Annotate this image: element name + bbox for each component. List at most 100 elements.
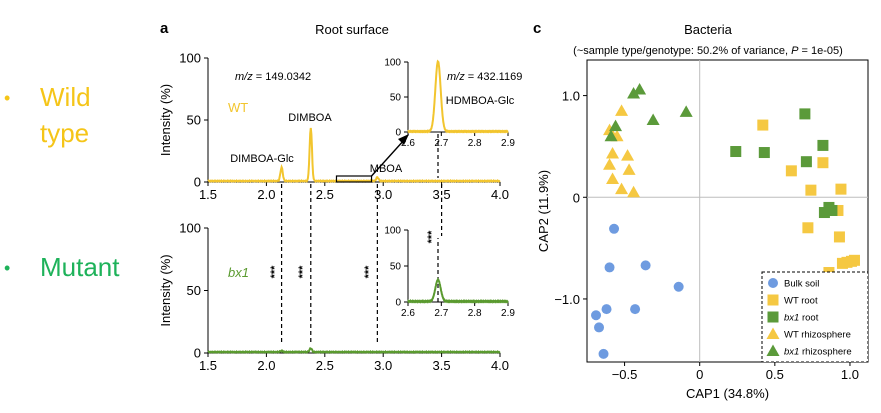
x-tick-label: −0.5 [612,367,638,382]
bacteria-subtitle-text: (~sample type/genotype: 50.2% of varianc… [573,45,791,57]
x-tick-label: 2.6 [401,308,415,319]
scatter-point-bx1-root [730,146,742,158]
x-tick-label: 2.9 [501,138,515,149]
zoom-arrow-head [398,134,409,145]
significance-mark-mboa: *** [363,265,375,279]
zoom-arrow-line [371,138,406,177]
peak-label-mboa: MBOA [370,163,403,175]
legend-marker [767,294,779,306]
mutant-label: Mutant [40,252,120,282]
zoom-region-box [335,175,373,183]
x-tick-label: 0.5 [766,367,784,382]
x-tick-label: 4.0 [491,358,509,373]
scatter-point-bx1-root [800,156,812,168]
scatter-point-wt-root [805,184,817,196]
scatter-point-bx1-root [826,204,838,216]
y-axis-label: CAP2 (11.9%) [536,170,551,252]
peak-label-hdmboa-glc: HDMBOA-Glc [446,95,515,107]
wt-mz-value: = 149.0342 [253,71,311,83]
y-tick-label: 0 [573,190,580,205]
peak-label-dimboa-glc: DIMBOA-Glc [230,153,294,165]
mutant-bullet: • [4,258,11,278]
bacteria-subtitle-p: P [791,45,799,57]
wt-inset-mz-label: m/z = 432.1169 [447,71,522,83]
bacteria-title: Bacteria [684,22,732,37]
x-tick-label: 2.7 [434,138,448,149]
scatter-point-wt-rhizosphere [603,158,617,170]
scatter-point-wt-root [785,165,797,177]
scatter-point-wt-rhizosphere [606,147,620,159]
legend-marker [766,344,780,356]
scatter-point-bulk-soil [604,262,615,273]
panel-label-a: a [160,20,169,37]
bacteria-subtitle-rest: = 1e-05) [799,45,843,57]
scatter-point-bx1-rhizosphere [646,113,660,125]
bacteria-subtitle: (~sample type/genotype: 50.2% of varianc… [573,45,843,57]
y-tick-label: 100 [384,226,401,237]
x-tick-label: 2.7 [434,308,448,319]
scatter-point-bx1-rhizosphere [604,129,618,142]
y-axis-label: Intensity (%) [158,254,173,326]
scatter-point-wt-root [817,157,829,169]
scatter-point-bx1-rhizosphere [633,82,647,95]
x-tick-label: 2.0 [257,187,275,202]
legend-marker [768,278,778,288]
y-axis-label: Intensity (%) [158,84,173,156]
scatter-point-wt-root [833,231,845,243]
x-tick-label: 2.8 [468,308,482,319]
y-tick-label: 50 [390,93,402,104]
y-tick-label: 0 [395,128,401,139]
significance-mark-dimboa: *** [297,265,309,279]
x-tick-label: 2.5 [316,187,334,202]
y-tick-label: 100 [384,58,401,69]
scatter-point-wt-rhizosphere [615,104,629,116]
bx1-inset-chromatogram: 2.6 2.7 2.8 2.9 0 50 100 [384,226,515,320]
scatter-point-wt-rhizosphere [603,123,617,136]
scatter-point-wt-root [832,204,844,216]
scatter-point-wt-root [757,119,769,131]
scatter-point-bx1-root [818,207,830,219]
y-tick-label: 1.0 [562,89,580,104]
scatter-point-wt-rhizosphere [622,163,636,175]
y-tick-label: 0 [395,298,401,309]
scatter-point-bulk-soil [630,304,641,315]
scatter-point-wt-root [848,254,860,266]
wt-mz-label: m/z = 149.0342 [235,71,311,83]
scatter-point-bulk-soil [594,322,605,333]
legend-entry: bx1 rhizosphere [784,347,852,358]
chromatogram-trace [407,277,509,304]
y-tick-label: −1.0 [554,292,580,307]
chromatogram-trace [407,59,509,134]
x-tick-label: 2.9 [501,308,515,319]
scatter-point-wt-rhizosphere [615,182,629,195]
x-tick-label: 0 [696,367,703,382]
scatter-point-bulk-soil [673,281,684,292]
legend-entry: bx1 root [784,313,819,324]
scatter-point-wt-rhizosphere [627,185,641,198]
scatter-point-bulk-soil [598,348,609,359]
scatter-point-bulk-soil [640,260,651,271]
chromatogram-trace [207,346,501,354]
x-tick-label: 2.5 [316,358,334,373]
wild-type-bullet: • [4,88,11,108]
legend-entry: WT root [784,296,818,307]
wt-series-label: WT [228,100,248,115]
legend-marker [766,327,780,339]
scatter-point-bulk-soil [601,304,612,315]
x-tick-label: 3.5 [433,358,451,373]
scatter-point-bx1-rhizosphere [627,87,641,99]
scatter-point-bx1-rhizosphere [609,119,623,132]
x-tick-label: 1.5 [199,187,217,202]
x-tick-label: 3.0 [374,358,392,373]
scatter-point-wt-root [802,222,814,234]
wild-type-label-line-1: Wild [40,82,91,112]
y-tick-label: 50 [187,113,201,128]
x-tick-label: 4.0 [491,187,509,202]
bx1-series-label: bx1 [228,265,249,280]
wild-type-label-line-2: type [40,118,90,148]
x-tick-label: 2.0 [257,358,275,373]
chromatogram-trace [207,127,501,184]
scatter-point-bx1-root [799,108,811,120]
root-surface-title: Root surface [315,22,389,37]
scatter-point-wt-root [835,183,847,195]
